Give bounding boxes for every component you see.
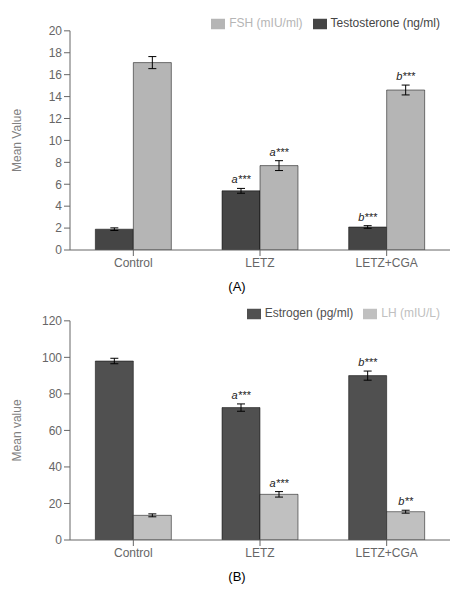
html-text:Estrogen (pg/ml): Estrogen (pg/ml) — [264, 306, 354, 320]
html-text:(B): (B) — [228, 569, 246, 584]
svg-text:20: 20 — [49, 497, 63, 511]
svg-text:Mean value: Mean value — [10, 399, 24, 461]
svg-text:16: 16 — [49, 68, 63, 82]
svg-text:120: 120 — [42, 314, 62, 328]
svg-text:a***: a*** — [232, 389, 252, 401]
html-text:Testosterone (ng/ml): Testosterone (ng/ml) — [330, 16, 440, 30]
svg-text:100: 100 — [42, 351, 62, 365]
html-text:LH (mIU/L): LH (mIU/L) — [381, 306, 440, 320]
svg-text:8: 8 — [55, 156, 62, 170]
svg-text:80: 80 — [49, 387, 63, 401]
svg-text:Mean Value: Mean Value — [10, 109, 24, 172]
svg-text:LETZ+CGA: LETZ+CGA — [355, 256, 417, 270]
svg-text:LETZ: LETZ — [245, 546, 274, 560]
svg-text:LETZ+CGA: LETZ+CGA — [355, 546, 417, 560]
svg-text:40: 40 — [49, 460, 63, 474]
svg-text:6: 6 — [55, 178, 62, 192]
svg-text:a***: a*** — [270, 477, 290, 489]
svg-text:b***: b*** — [358, 356, 378, 368]
svg-text:LETZ: LETZ — [245, 256, 274, 270]
svg-text:b***: b*** — [358, 211, 378, 223]
svg-text:a***: a*** — [232, 173, 252, 185]
svg-text:b***: b*** — [396, 70, 416, 82]
svg-text:0: 0 — [55, 533, 62, 547]
svg-text:10: 10 — [49, 134, 63, 148]
html-text:FSH (mIU/ml): FSH (mIU/ml) — [229, 16, 303, 30]
svg-text:Control: Control — [114, 256, 153, 270]
svg-text:b**: b** — [398, 495, 413, 507]
svg-text:2: 2 — [55, 221, 62, 235]
svg-text:14: 14 — [49, 90, 63, 104]
html-text:(A): (A) — [228, 279, 246, 294]
svg-text:20: 20 — [49, 24, 63, 38]
svg-text:0: 0 — [55, 243, 62, 257]
svg-text:4: 4 — [55, 199, 62, 213]
svg-text:18: 18 — [49, 46, 63, 60]
svg-text:12: 12 — [49, 112, 63, 126]
svg-text:Control: Control — [114, 546, 153, 560]
svg-text:a***: a*** — [270, 146, 290, 158]
svg-text:60: 60 — [49, 424, 63, 438]
